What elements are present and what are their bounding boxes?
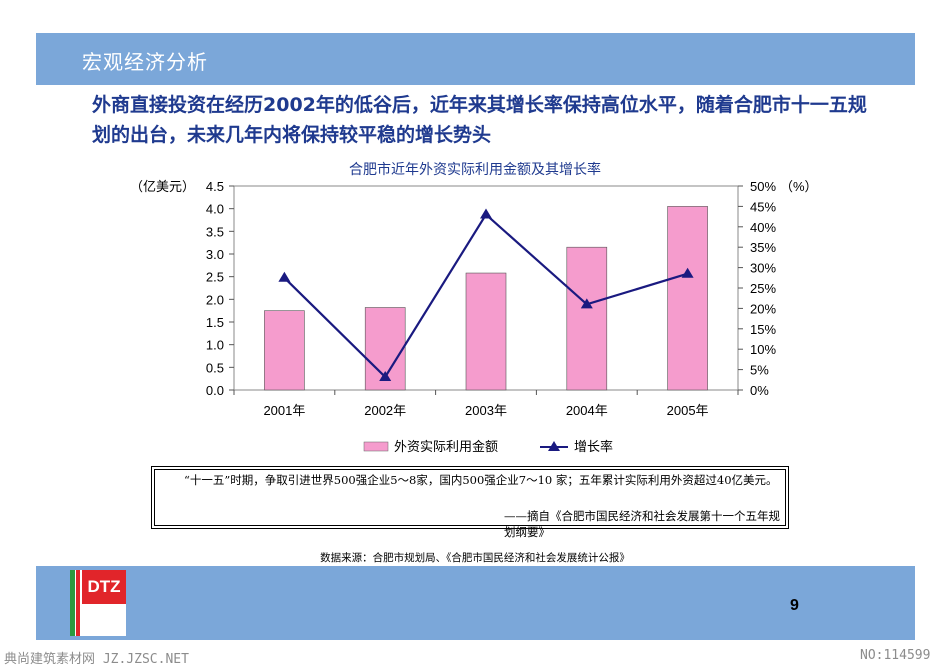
bar-2 [465, 272, 507, 391]
legend-label-bar: 外资实际利用金额 [394, 439, 498, 454]
y-right-tick-label: 0% [750, 383, 769, 398]
y-right-tick-label: 40% [750, 220, 776, 235]
growth-point-4 [681, 267, 694, 278]
header-band: 宏观经济分析 [36, 33, 915, 85]
combo-chart: 0.0 0.5 1.0 1.5 2.0 2.5 3.0 3.5 4.0 4.5 0% 5% 10% 15… [130, 179, 818, 454]
growth-point-1 [379, 370, 392, 381]
y-left-tick-label: 4.5 [206, 179, 224, 194]
quote-text: “十一五”时期，争取引进世界500强企业5～8家，国内500强企业7～10 家；… [184, 473, 778, 487]
y-left-tick-label: 0.5 [206, 360, 224, 375]
watermark-left: 典尚建筑素材网 JZ.JZSC.NET [4, 652, 189, 667]
y-right-tick-label: 30% [750, 261, 776, 276]
logo-stripe-red [76, 570, 80, 636]
y-right-tick-label: 45% [750, 199, 776, 214]
legend-label-line: 增长率 [574, 439, 613, 454]
y-right-tick-label: 50% [750, 179, 776, 194]
y-right-unit: （%） [780, 179, 818, 194]
y-left-tick-label: 2.0 [206, 292, 224, 307]
y-left-tick-label: 2.5 [206, 270, 224, 285]
bar-0 [264, 310, 305, 391]
y-right-tick-label: 10% [750, 342, 776, 357]
y-left-tick-label: 0.0 [206, 383, 224, 398]
y-left-tick-label: 3.5 [206, 224, 224, 239]
watermark-right: NO:114599 [860, 648, 931, 663]
quote-box: “十一五”时期，争取引进世界500强企业5～8家，国内500强企业7～10 家；… [151, 466, 789, 539]
y-left-tick-label: 1.5 [206, 315, 224, 330]
page-title: 宏观经济分析 [82, 50, 208, 74]
x-tick-label: 2005年 [667, 403, 709, 418]
logo-text: DTZ [82, 570, 126, 604]
y-left-tick-label: 4.0 [206, 202, 224, 217]
quote-source: ——摘自《合肥市国民经济和社会发展第十一个五年规划纲要》 [504, 509, 780, 539]
page-number: 9 [790, 597, 799, 614]
quote-inner-border [154, 469, 786, 526]
y-right-tick-label: 5% [750, 363, 769, 378]
y-left-tick-label: 1.0 [206, 338, 224, 353]
x-tick-label: 2001年 [263, 403, 305, 418]
x-tick-label: 2003年 [465, 403, 507, 418]
legend-swatch-bar [363, 441, 389, 452]
y-left-unit: （亿美元） [130, 179, 195, 194]
growth-point-0 [278, 271, 291, 282]
y-right-tick-label: 35% [750, 240, 776, 255]
legend-marker-triangle [548, 441, 560, 451]
y-right-tick-label: 20% [750, 301, 776, 316]
data-source: 数据来源：合肥市规划局、《合肥市国民经济和社会发展统计公报》 [320, 552, 630, 564]
x-tick-label: 2004年 [566, 403, 608, 418]
dtz-logo: DTZ [70, 570, 126, 636]
bar-4 [667, 206, 708, 391]
x-tick-label: 2002年 [364, 403, 406, 418]
y-right-tick-label: 25% [750, 281, 776, 296]
y-right-tick-label: 15% [750, 322, 776, 337]
growth-point-2 [480, 208, 492, 219]
y-left-tick-label: 3.0 [206, 247, 224, 262]
headline: 外商直接投资在经历2002年的低谷后，近年来其增长率保持高位水平，随着合肥市十一… [92, 94, 867, 146]
growth-point-3 [580, 298, 593, 309]
footer-band: DTZ 9 [36, 566, 915, 640]
bar-3 [566, 246, 608, 391]
legend: 外资实际利用金额 增长率 [363, 439, 613, 454]
chart-title: 合肥市近年外资实际利用金额及其增长率 [349, 162, 601, 178]
logo-stripe-green [70, 570, 75, 636]
